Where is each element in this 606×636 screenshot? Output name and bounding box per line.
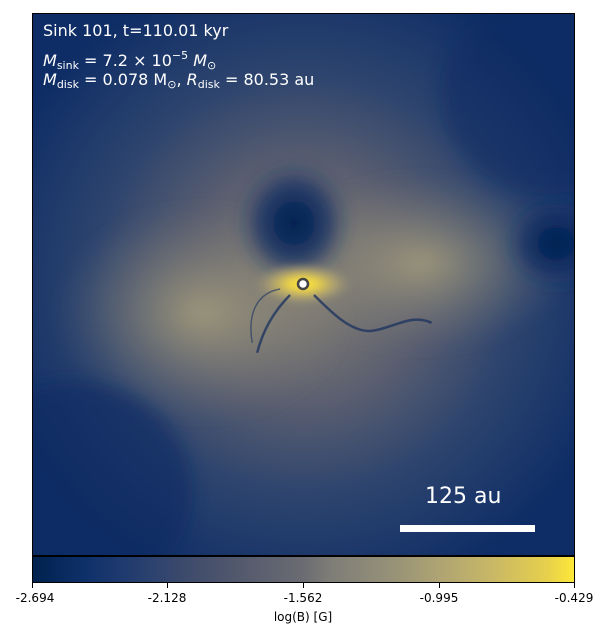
colorbar-tick xyxy=(574,583,575,588)
colorbar-tick xyxy=(439,583,440,588)
title-line: Sink 101, t=110.01 kyr xyxy=(43,21,229,40)
filament xyxy=(313,294,433,333)
colorbar-tick xyxy=(32,583,33,588)
field-image xyxy=(33,14,574,555)
colorbar-tick-label: -2.694 xyxy=(15,591,55,605)
magnetic-field-map: Sink 101, t=110.01 kyr Msink = 7.2 × 10−… xyxy=(32,13,575,556)
filament xyxy=(255,294,291,354)
sink-marker xyxy=(296,277,310,291)
dark-cavity xyxy=(239,163,349,284)
colorbar-tick-label: -0.995 xyxy=(419,591,459,605)
colorbar xyxy=(32,556,575,583)
colorbar-tick-label: -1.562 xyxy=(283,591,323,605)
colorbar-label: log(B) [G] xyxy=(273,610,333,624)
scalebar-label: 125 au xyxy=(425,484,502,509)
colorbar-tick xyxy=(167,583,168,588)
colorbar-tick xyxy=(303,583,304,588)
sink-mass-line: Msink = 7.2 × 10−5 M⊙ xyxy=(43,49,217,72)
scalebar xyxy=(400,525,535,532)
colorbar-tick-label: -2.128 xyxy=(147,591,187,605)
colorbar-tick-label: -0.429 xyxy=(554,591,594,605)
disk-properties-line: Mdisk = 0.078 M⊙, Rdisk = 80.53 au xyxy=(43,70,315,91)
